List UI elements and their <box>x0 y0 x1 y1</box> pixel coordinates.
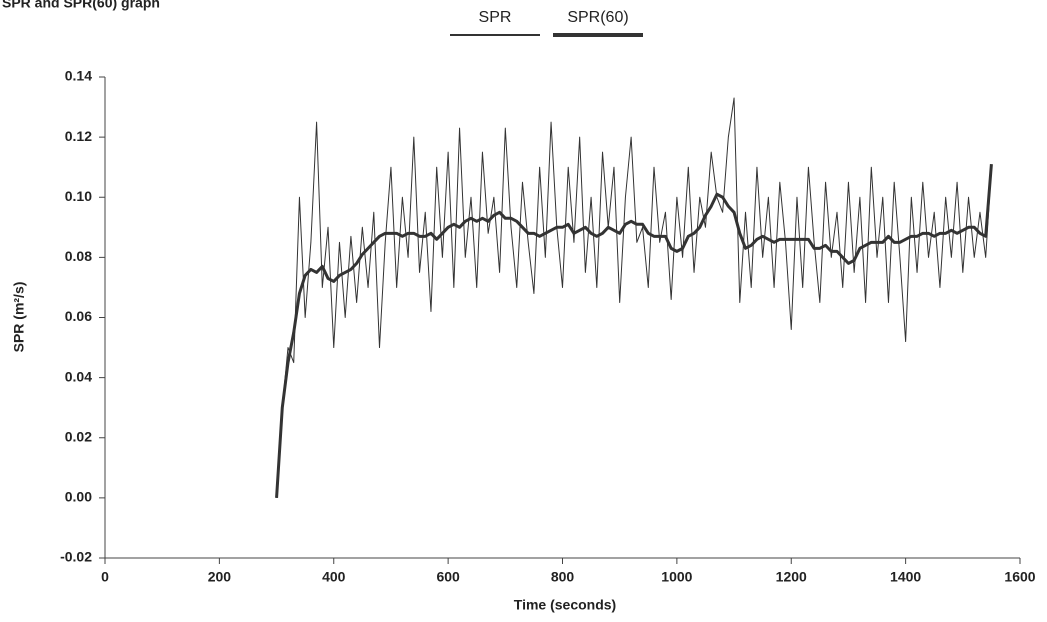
y-tick-label: -0.02 <box>60 549 92 565</box>
x-tick-label: 1400 <box>890 569 921 585</box>
series-line <box>276 97 992 498</box>
x-tick-label: 800 <box>551 569 575 585</box>
legend-label: SPR <box>479 9 512 26</box>
x-tick-label: 600 <box>436 569 460 585</box>
x-tick-label: 0 <box>101 569 109 585</box>
x-tick-label: 1000 <box>661 569 692 585</box>
series-line <box>275 164 993 498</box>
y-tick-label: 0.14 <box>65 68 92 84</box>
x-tick-label: 400 <box>322 569 346 585</box>
y-tick-label: 0.00 <box>65 489 92 505</box>
x-axis-title: Time (seconds) <box>514 597 616 613</box>
y-tick-label: 0.08 <box>65 248 92 264</box>
x-tick-label: 200 <box>208 569 232 585</box>
x-tick-label: 1600 <box>1004 569 1035 585</box>
x-tick-label: 1200 <box>776 569 807 585</box>
y-tick-label: 0.10 <box>65 188 92 204</box>
y-tick-label: 0.04 <box>65 368 92 384</box>
y-tick-label: 0.12 <box>65 128 92 144</box>
y-tick-label: 0.06 <box>65 308 92 324</box>
legend-label: SPR(60) <box>567 9 628 26</box>
y-tick-label: 0.02 <box>65 428 92 444</box>
y-axis-title: SPR (m²/s) <box>11 282 27 353</box>
chart-title: SPR and SPR(60) graph <box>2 0 160 11</box>
